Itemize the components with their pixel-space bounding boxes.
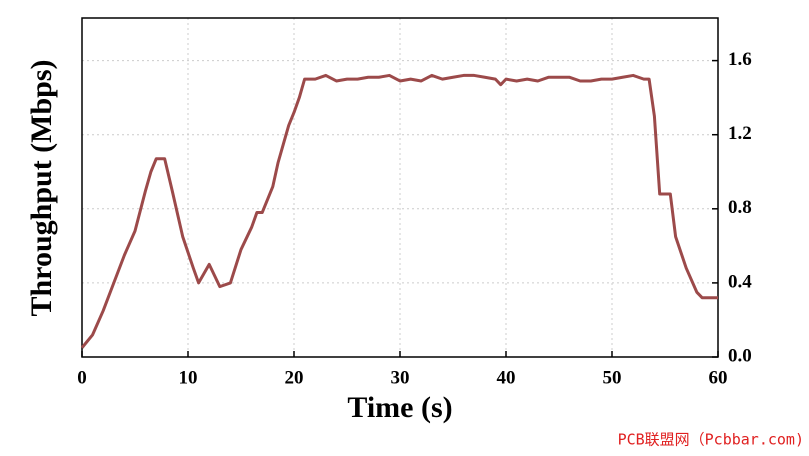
x-tick-label: 20 (285, 367, 304, 388)
y-tick-label: 1.6 (728, 49, 752, 70)
plot-frame (81, 17, 719, 358)
x-tick-label: 0 (77, 367, 87, 388)
y-axis-label: Throughput (Mbps) (25, 59, 58, 316)
x-tick-label: 10 (179, 367, 198, 388)
data-line (80, 73, 718, 349)
watermark: PCB联盟网（Pcbbar.com) (618, 431, 804, 449)
y-tick-label: 1.2 (728, 123, 752, 144)
x-tick-label: 30 (391, 367, 410, 388)
y-tick-label: 0.4 (728, 271, 752, 292)
x-tick-label: 40 (497, 367, 516, 388)
x-tick-label: 60 (709, 367, 728, 388)
x-axis-label: Time (s) (347, 391, 452, 424)
y-tick-label: 0.8 (728, 197, 752, 218)
y-tick-label: 0.0 (728, 345, 752, 366)
x-tick-label: 50 (603, 367, 622, 388)
